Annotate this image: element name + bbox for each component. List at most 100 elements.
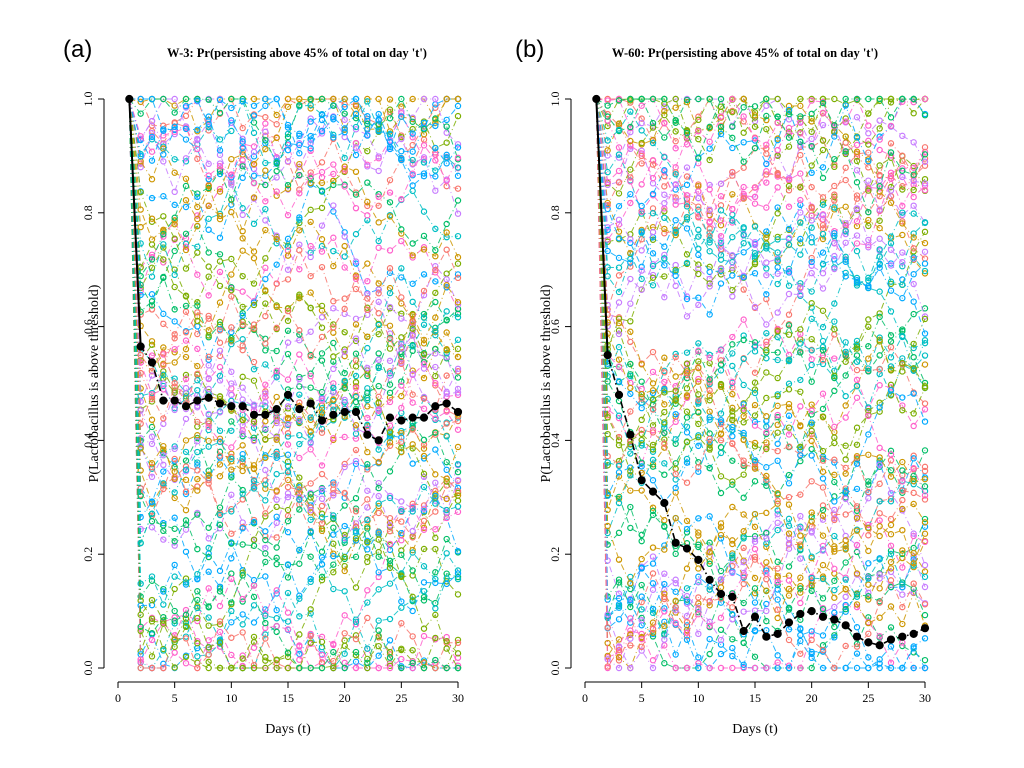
- trajectory-point: [296, 482, 303, 489]
- trajectory-point: [921, 568, 929, 575]
- trajectory-point: [330, 561, 337, 568]
- trajectory-point: [910, 139, 917, 146]
- trajectory-point: [899, 231, 906, 239]
- trajectory-point: [171, 331, 178, 338]
- chart-title: W-60: Pr(persisting above 45% of total o…: [612, 46, 878, 60]
- trajectory-point: [262, 573, 269, 580]
- trajectory-point: [774, 210, 781, 217]
- trajectory-point: [182, 302, 190, 310]
- trajectory-point: [284, 506, 292, 514]
- trajectory-point: [160, 320, 167, 328]
- trajectory-point: [706, 430, 713, 437]
- trajectory-point: [409, 125, 416, 133]
- trajectory-point: [454, 374, 462, 381]
- trajectory-point: [638, 404, 645, 412]
- trajectory-point: [638, 537, 645, 545]
- trajectory-point: [284, 95, 292, 103]
- trajectory-point: [239, 442, 246, 449]
- trajectory-point: [604, 430, 611, 438]
- trajectory-point: [205, 467, 212, 474]
- trajectory-line: [595, 98, 926, 332]
- trajectory-point: [398, 392, 405, 400]
- trajectory-point: [228, 427, 235, 434]
- trajectory-point: [443, 139, 450, 146]
- trajectory-point: [318, 248, 326, 255]
- trajectory-point: [763, 141, 770, 149]
- mean-point: [875, 641, 884, 650]
- mean-point: [705, 575, 714, 584]
- trajectory-point: [638, 202, 645, 210]
- trajectory-point: [921, 255, 929, 262]
- trajectory-point: [853, 366, 861, 374]
- trajectory-point: [865, 547, 872, 555]
- trajectory-point: [853, 664, 861, 672]
- trajectory-point: [695, 251, 702, 259]
- trajectory-point: [808, 361, 815, 369]
- trajectory-point: [296, 373, 303, 381]
- trajectory-point: [273, 519, 280, 527]
- trajectory-point: [182, 457, 190, 464]
- trajectory-point: [398, 498, 405, 505]
- trajectory-point: [865, 141, 872, 148]
- trajectory-point: [318, 159, 326, 166]
- trajectory-point: [409, 460, 416, 467]
- trajectory-line: [595, 98, 926, 537]
- trajectory-point: [615, 529, 623, 537]
- trajectory-point: [808, 407, 815, 415]
- y-tick-label: 0.2: [548, 547, 562, 562]
- trajectory-point: [638, 181, 645, 188]
- trajectory-point: [182, 490, 190, 498]
- trajectory-point: [706, 145, 713, 152]
- trajectory-point: [262, 558, 269, 566]
- trajectory-point: [341, 253, 348, 260]
- trajectory-point: [876, 532, 883, 540]
- trajectory-point: [661, 183, 668, 190]
- trajectory-point: [273, 503, 280, 511]
- trajectory-point: [865, 130, 872, 137]
- trajectory-point: [432, 382, 439, 389]
- trajectory-point: [432, 225, 439, 233]
- trajectory-point: [443, 329, 450, 336]
- trajectory-point: [876, 444, 883, 452]
- trajectory-point: [683, 479, 691, 486]
- trajectory-point: [409, 347, 416, 355]
- trajectory-point: [239, 124, 246, 132]
- trajectory-point: [375, 652, 382, 659]
- trajectory-point: [284, 429, 292, 437]
- trajectory-point: [307, 328, 314, 335]
- trajectory-point: [729, 644, 736, 652]
- trajectory-point: [831, 387, 838, 395]
- trajectory-point: [876, 117, 883, 124]
- trajectory-point: [921, 400, 929, 407]
- trajectory-point: [284, 451, 292, 458]
- trajectory-point: [763, 559, 770, 566]
- trajectory-point: [341, 369, 348, 377]
- trajectory-point: [205, 273, 212, 280]
- trajectory-point: [740, 249, 747, 256]
- mean-point: [728, 592, 737, 601]
- trajectory-point: [160, 519, 167, 527]
- trajectory-point: [774, 447, 781, 455]
- trajectory-line: [128, 98, 458, 669]
- trajectory-point: [683, 565, 691, 572]
- trajectory-point: [250, 220, 258, 228]
- trajectory-point: [284, 574, 292, 581]
- trajectory-line: [128, 98, 459, 269]
- trajectory-point: [717, 280, 725, 287]
- trajectory-point: [364, 385, 371, 392]
- trajectory-point: [216, 339, 224, 346]
- trajectory-point: [661, 243, 668, 250]
- trajectory-point: [194, 475, 201, 483]
- trajectory-point: [729, 293, 736, 300]
- trajectory-point: [842, 176, 849, 184]
- trajectory-point: [194, 596, 201, 604]
- trajectory-point: [148, 577, 156, 584]
- trajectory-point: [910, 193, 917, 201]
- trajectory-point: [386, 247, 394, 254]
- trajectory-point: [921, 352, 929, 359]
- trajectory-point: [375, 202, 382, 209]
- trajectory-point: [137, 467, 144, 474]
- trajectory-point: [717, 567, 725, 575]
- trajectory-point: [717, 444, 725, 451]
- trajectory-point: [717, 584, 725, 591]
